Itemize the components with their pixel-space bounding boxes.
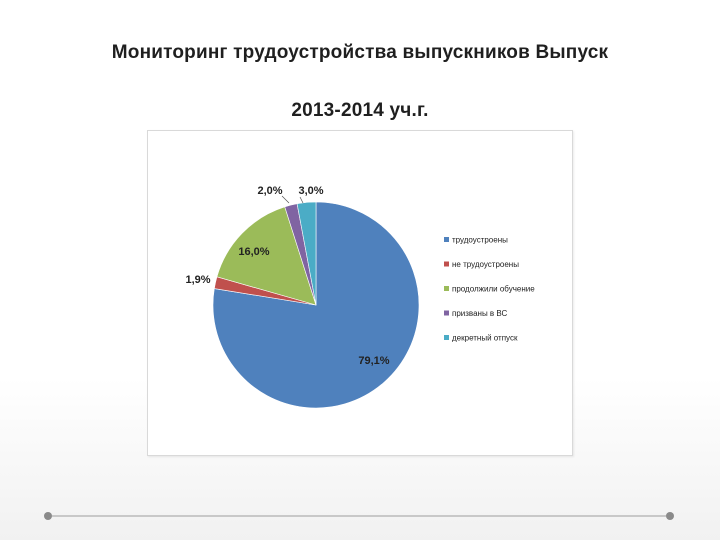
footer-bullet-left [44,512,52,520]
legend-label-1: не трудоустроены [452,260,519,269]
leader-line-0 [281,195,290,204]
footer-rule [52,515,666,517]
footer-bullet-right [666,512,674,520]
legend-label-3: призваны в ВС [452,309,507,318]
slide-title-line-2: 2013-2014 уч.г. [291,100,429,121]
slice-label-4: 3,0% [298,185,323,197]
legend-swatch-4 [444,335,449,340]
slice-label-2: 16,0% [238,246,269,258]
leader-line-1 [299,196,304,204]
slice-label-1: 1,9% [185,274,210,286]
pie-slice-2 [216,206,317,306]
legend-label-4: декретный отпуск [452,334,518,343]
legend-swatch-0 [444,237,449,242]
pie-slice-4 [296,201,317,306]
legend-label-0: трудоустроены [452,236,508,245]
slice-label-3: 2,0% [257,185,282,197]
legend-label-2: продолжили обучение [452,285,535,294]
legend-swatch-2 [444,286,449,291]
pie-slice-0 [212,201,420,409]
slide-title-line-1: Мониторинг трудоустройства выпускников В… [111,42,609,63]
legend-swatch-1 [444,261,449,267]
legend-swatch-3 [444,310,449,316]
slice-label-0: 79,1% [358,355,389,367]
